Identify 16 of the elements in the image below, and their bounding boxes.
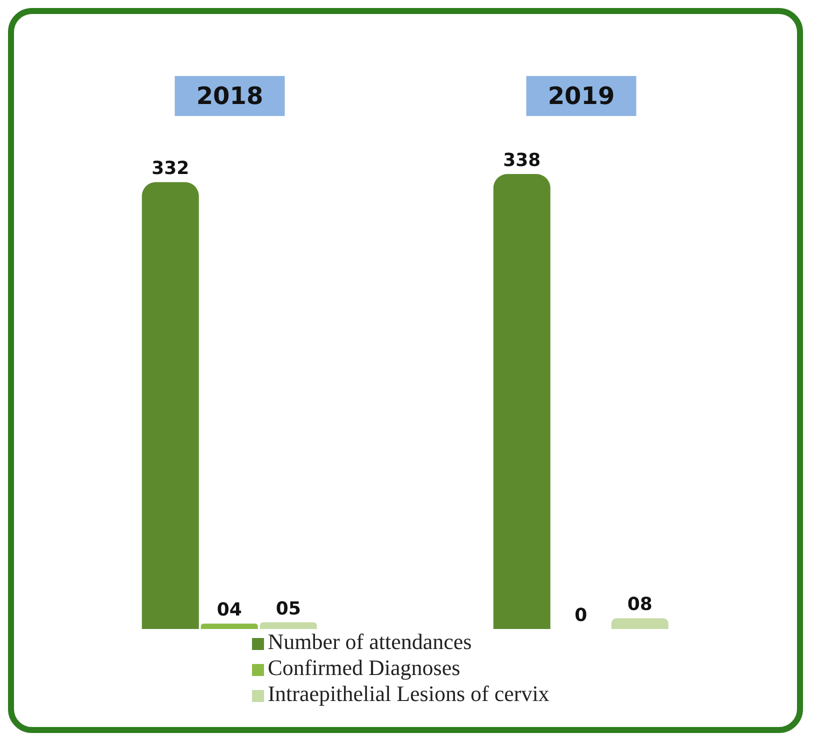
data-label: 332: [152, 158, 190, 180]
data-label: 05: [276, 598, 301, 620]
data-label: 338: [503, 150, 541, 171]
bar: [200, 624, 258, 629]
data-label: 04: [216, 600, 242, 621]
bar: [260, 622, 317, 629]
bar: [611, 618, 668, 629]
legend-label: Intraepithelial Lesions of cervix: [268, 681, 550, 706]
data-label: 0: [574, 605, 588, 626]
x-tick-label: 2019: [548, 82, 615, 110]
data-label: 08: [627, 594, 652, 616]
x-tick-label: 2018: [196, 82, 264, 110]
legend-label: Confirmed Diagnoses: [268, 655, 460, 680]
legend-label: Number of attendances: [268, 629, 472, 654]
bar: [493, 174, 550, 629]
bar: [142, 182, 199, 629]
